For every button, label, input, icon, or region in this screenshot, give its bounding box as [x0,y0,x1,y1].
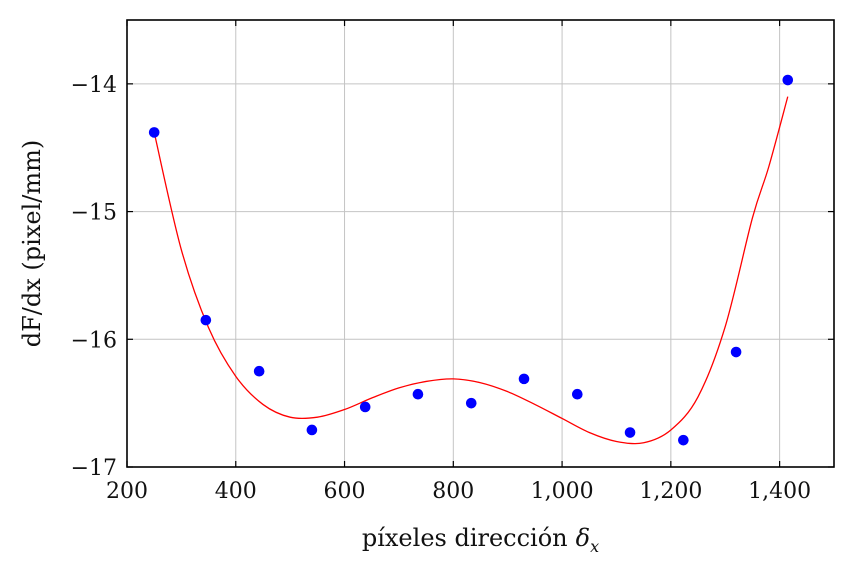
fit-line-layer [153,96,789,445]
data-point [572,388,583,400]
x-tick-label: 1,000 [531,479,594,504]
data-point [148,127,160,138]
x-tick-label: 1,400 [748,479,811,504]
data-point [730,346,742,358]
data-point [253,365,265,377]
x-axis-title: píxeles dirección δx [362,524,599,556]
y-axis-title: dF/dx (pixel/mm) [18,140,46,347]
y-tick-label: −16 [71,328,117,353]
tick-labels: 200 400 600 800 1,000 1,200 1,400 −17 −16 −15 −14 [71,73,812,504]
x-tick-label: 800 [432,479,474,504]
x-tick-label: 1,200 [639,479,702,504]
x-tick-label: 600 [324,479,366,504]
x-axis-title-text: píxeles dirección [362,524,568,552]
x-axis-title-subscript: x [590,537,599,556]
x-axis-title-symbol: δ [576,524,590,552]
y-tick-label: −17 [71,456,117,481]
tick-marks [126,20,834,468]
y-tick-label: −14 [71,73,117,98]
scatter-points [148,74,794,446]
x-tick-label: 400 [215,479,257,504]
data-point [678,434,689,446]
fit-curve [153,96,789,445]
data-point [306,424,318,436]
data-point [465,397,477,409]
plot-frame [126,19,835,468]
data-point [412,388,424,400]
data-point [518,373,530,385]
x-tick-label: 200 [106,479,148,504]
data-point [200,314,212,326]
data-point [782,74,794,86]
data-point [624,427,636,438]
data-point [359,401,371,413]
grid [127,20,834,467]
y-tick-label: −15 [71,201,117,226]
